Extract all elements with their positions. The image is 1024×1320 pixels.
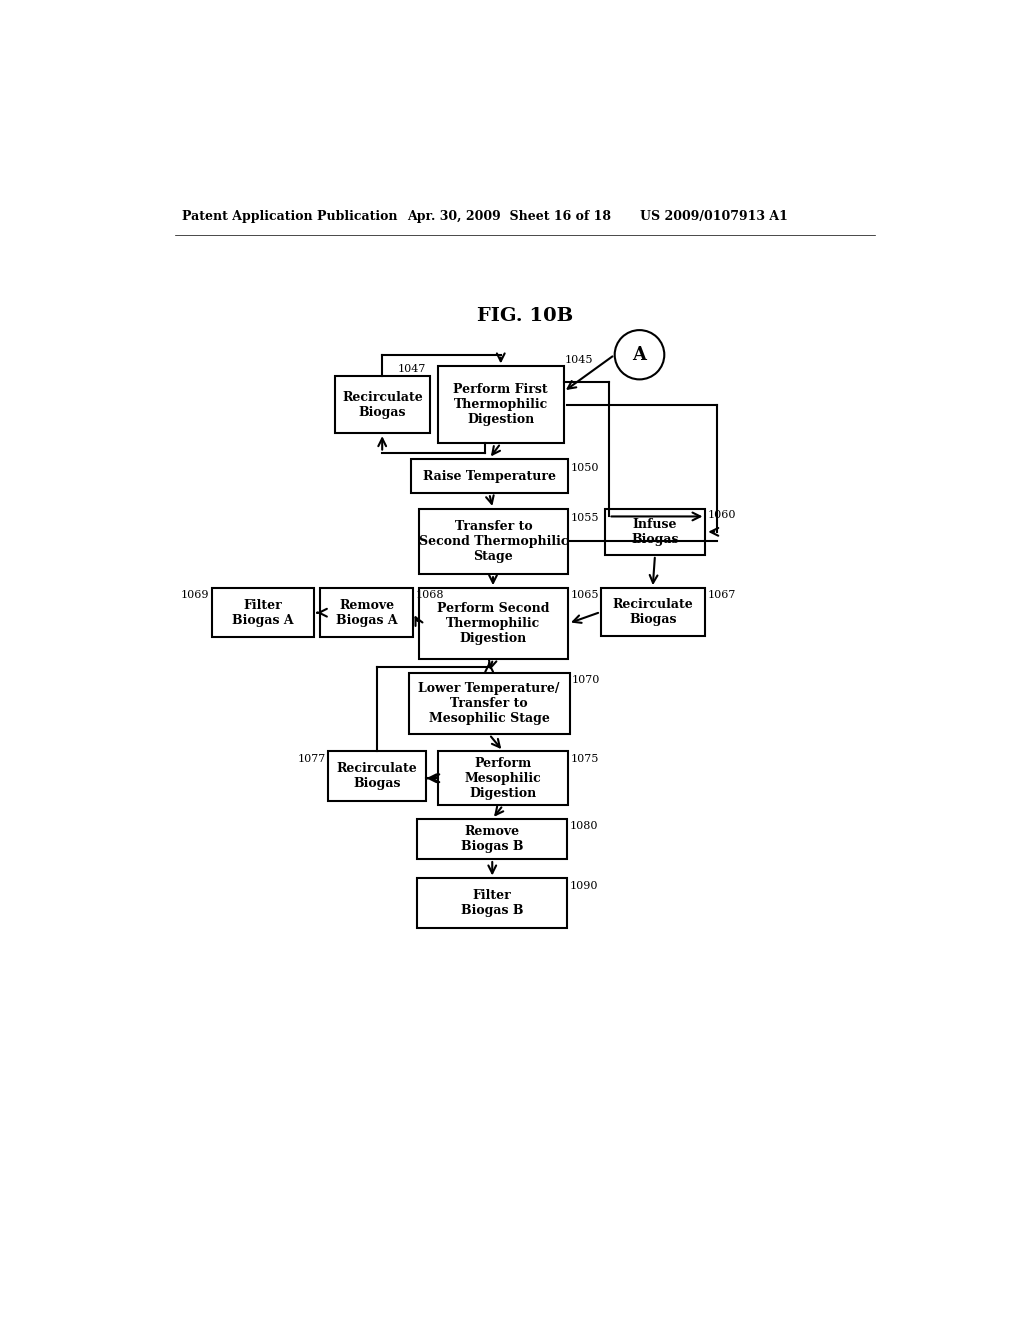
Text: 1070: 1070 [572, 675, 600, 685]
Text: 1050: 1050 [570, 462, 599, 473]
Text: Transfer to
Second Thermophilic
Stage: Transfer to Second Thermophilic Stage [419, 520, 568, 562]
Bar [438, 751, 568, 805]
Text: Apr. 30, 2009  Sheet 16 of 18: Apr. 30, 2009 Sheet 16 of 18 [407, 210, 611, 223]
Text: Recirculate
Biogas: Recirculate Biogas [342, 391, 423, 418]
Bar [417, 818, 567, 859]
Text: FIG. 10B: FIG. 10B [477, 308, 572, 325]
Bar [604, 508, 706, 554]
Text: A: A [633, 346, 646, 364]
Text: US 2009/0107913 A1: US 2009/0107913 A1 [640, 210, 787, 223]
Text: Lower Temperature/
Transfer to
Mesophilic Stage: Lower Temperature/ Transfer to Mesophili… [419, 682, 560, 725]
Text: 1045: 1045 [565, 355, 594, 364]
Text: 1055: 1055 [570, 512, 599, 523]
Text: Remove
Biogas A: Remove Biogas A [336, 599, 397, 627]
Text: 1060: 1060 [708, 511, 736, 520]
Text: 1075: 1075 [570, 754, 599, 763]
Text: 1065: 1065 [570, 590, 599, 601]
Bar [419, 508, 568, 574]
Text: Remove
Biogas B: Remove Biogas B [461, 825, 523, 853]
Text: Perform Second
Thermophilic
Digestion: Perform Second Thermophilic Digestion [437, 602, 550, 645]
Bar [438, 367, 563, 444]
Bar [409, 673, 569, 734]
Text: 1080: 1080 [569, 821, 598, 832]
Text: 1068: 1068 [416, 590, 444, 601]
Text: Patent Application Publication: Patent Application Publication [182, 210, 397, 223]
Text: Perform
Mesophilic
Digestion: Perform Mesophilic Digestion [465, 756, 542, 800]
Text: Infuse
Biogas: Infuse Biogas [631, 517, 679, 546]
Bar [212, 589, 314, 638]
Text: 1067: 1067 [708, 590, 736, 601]
Bar [335, 376, 430, 433]
Bar [601, 589, 706, 636]
Text: 1069: 1069 [181, 590, 209, 601]
Text: 1077: 1077 [297, 754, 326, 763]
Text: 1090: 1090 [569, 880, 598, 891]
Text: Recirculate
Biogas: Recirculate Biogas [612, 598, 693, 626]
Bar [321, 589, 414, 638]
Bar [419, 589, 568, 659]
Bar [328, 751, 426, 801]
Text: Perform First
Thermophilic
Digestion: Perform First Thermophilic Digestion [454, 383, 548, 426]
Bar [411, 459, 568, 494]
Text: Filter
Biogas B: Filter Biogas B [461, 890, 523, 917]
Text: Recirculate
Biogas: Recirculate Biogas [337, 763, 418, 791]
Text: Raise Temperature: Raise Temperature [423, 470, 556, 483]
Text: 1047: 1047 [398, 364, 426, 374]
Bar [417, 878, 567, 928]
Text: Filter
Biogas A: Filter Biogas A [232, 599, 294, 627]
